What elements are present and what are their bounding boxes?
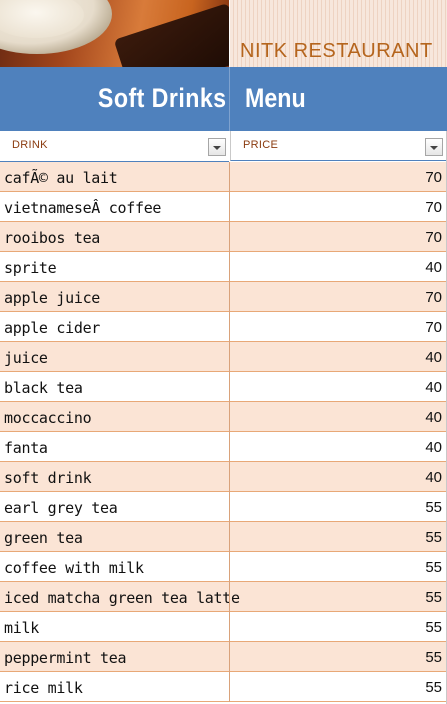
- column-header-drink[interactable]: DRINK: [0, 131, 229, 162]
- price-cell[interactable]: 40: [425, 259, 442, 276]
- price-cell[interactable]: 40: [425, 349, 442, 366]
- title-separator: [229, 67, 230, 131]
- price-cell[interactable]: 40: [425, 409, 442, 426]
- table-row[interactable]: rooibos tea 70: [0, 222, 447, 252]
- drink-cell[interactable]: apple cider: [4, 319, 101, 337]
- drink-cell[interactable]: soft drink: [4, 469, 92, 487]
- column-separator: [229, 162, 230, 192]
- column-separator: [229, 342, 230, 372]
- price-cell[interactable]: 55: [425, 529, 442, 546]
- column-separator: [229, 642, 230, 672]
- column-separator: [229, 522, 230, 552]
- column-separator: [229, 192, 230, 222]
- price-cell[interactable]: 70: [425, 289, 442, 306]
- table-row[interactable]: coffee with milk 55: [0, 552, 447, 582]
- table-row[interactable]: moccaccino 40: [0, 402, 447, 432]
- drink-cell[interactable]: sprite: [4, 259, 57, 277]
- drink-table: cafÃ© au lait 70 vietnameseÂ coffee 70 rooib…: [0, 162, 447, 702]
- table-row[interactable]: cafÃ© au lait 70: [0, 162, 447, 192]
- drink-cell[interactable]: rooibos tea: [4, 229, 101, 247]
- column-separator: [229, 672, 230, 702]
- banner: NITK RESTAURANT: [0, 0, 447, 67]
- title-soft-drinks: Soft Drinks: [98, 83, 227, 113]
- price-cell[interactable]: 55: [425, 649, 442, 666]
- price-cell[interactable]: 55: [425, 679, 442, 696]
- drink-cell[interactable]: moccaccino: [4, 409, 92, 427]
- price-cell[interactable]: 55: [425, 499, 442, 516]
- banner-photo: [0, 0, 229, 67]
- column-separator: [229, 372, 230, 402]
- price-cell[interactable]: 70: [425, 229, 442, 246]
- price-cell[interactable]: 55: [425, 589, 442, 606]
- column-separator: [229, 282, 230, 312]
- drink-cell[interactable]: milk: [4, 619, 39, 637]
- column-separator: [229, 312, 230, 342]
- table-row[interactable]: sprite 40: [0, 252, 447, 282]
- column-separator: [229, 552, 230, 582]
- title-bar: Soft Drinks Menu: [0, 67, 447, 131]
- banner-stripes: [230, 0, 447, 67]
- drink-cell[interactable]: cafÃ© au lait: [4, 169, 118, 187]
- column-separator: [229, 612, 230, 642]
- table-row[interactable]: milk 55: [0, 612, 447, 642]
- price-cell[interactable]: 55: [425, 619, 442, 636]
- price-cell[interactable]: 40: [425, 439, 442, 456]
- price-cell[interactable]: 70: [425, 169, 442, 186]
- filter-dropdown-icon[interactable]: [208, 138, 226, 156]
- drink-cell[interactable]: juice: [4, 349, 48, 367]
- napkin-decor: [113, 2, 229, 67]
- table-row[interactable]: soft drink 40: [0, 462, 447, 492]
- table-row[interactable]: green tea 55: [0, 522, 447, 552]
- filter-dropdown-icon[interactable]: [425, 138, 443, 156]
- table-row[interactable]: apple cider 70: [0, 312, 447, 342]
- table-row[interactable]: earl grey tea 55: [0, 492, 447, 522]
- drink-cell[interactable]: apple juice: [4, 289, 101, 307]
- price-cell[interactable]: 55: [425, 559, 442, 576]
- column-separator: [229, 222, 230, 252]
- table-row[interactable]: peppermint tea 55: [0, 642, 447, 672]
- column-separator: [229, 582, 230, 612]
- column-header-price[interactable]: PRICE: [230, 131, 447, 161]
- drink-cell[interactable]: rice milk: [4, 679, 83, 697]
- drink-cell[interactable]: black tea: [4, 379, 83, 397]
- table-row[interactable]: vietnameseÂ coffee 70: [0, 192, 447, 222]
- column-separator: [229, 252, 230, 282]
- price-header-label: PRICE: [243, 139, 279, 151]
- drink-cell[interactable]: vietnameseÂ coffee: [4, 199, 162, 217]
- price-cell[interactable]: 70: [425, 199, 442, 216]
- price-cell[interactable]: 70: [425, 319, 442, 336]
- column-separator: [229, 462, 230, 492]
- drink-header-label: DRINK: [12, 139, 48, 151]
- column-separator: [229, 492, 230, 522]
- title-menu: Menu: [245, 83, 306, 113]
- table-row[interactable]: iced matcha green tea latte 55: [0, 582, 447, 612]
- drink-cell[interactable]: iced matcha green tea latte: [4, 589, 240, 607]
- price-cell[interactable]: 40: [425, 379, 442, 396]
- drink-cell[interactable]: coffee with milk: [4, 559, 144, 577]
- restaurant-name: NITK RESTAURANT: [240, 40, 433, 62]
- drink-cell[interactable]: green tea: [4, 529, 83, 547]
- table-row[interactable]: fanta 40: [0, 432, 447, 462]
- price-cell[interactable]: 40: [425, 469, 442, 486]
- drink-cell[interactable]: peppermint tea: [4, 649, 127, 667]
- column-separator: [229, 432, 230, 462]
- drink-cell[interactable]: earl grey tea: [4, 499, 118, 517]
- column-separator: [229, 402, 230, 432]
- table-row[interactable]: black tea 40: [0, 372, 447, 402]
- drink-cell[interactable]: fanta: [4, 439, 48, 457]
- table-row[interactable]: apple juice 70: [0, 282, 447, 312]
- table-row[interactable]: rice milk 55: [0, 672, 447, 702]
- table-row[interactable]: juice 40: [0, 342, 447, 372]
